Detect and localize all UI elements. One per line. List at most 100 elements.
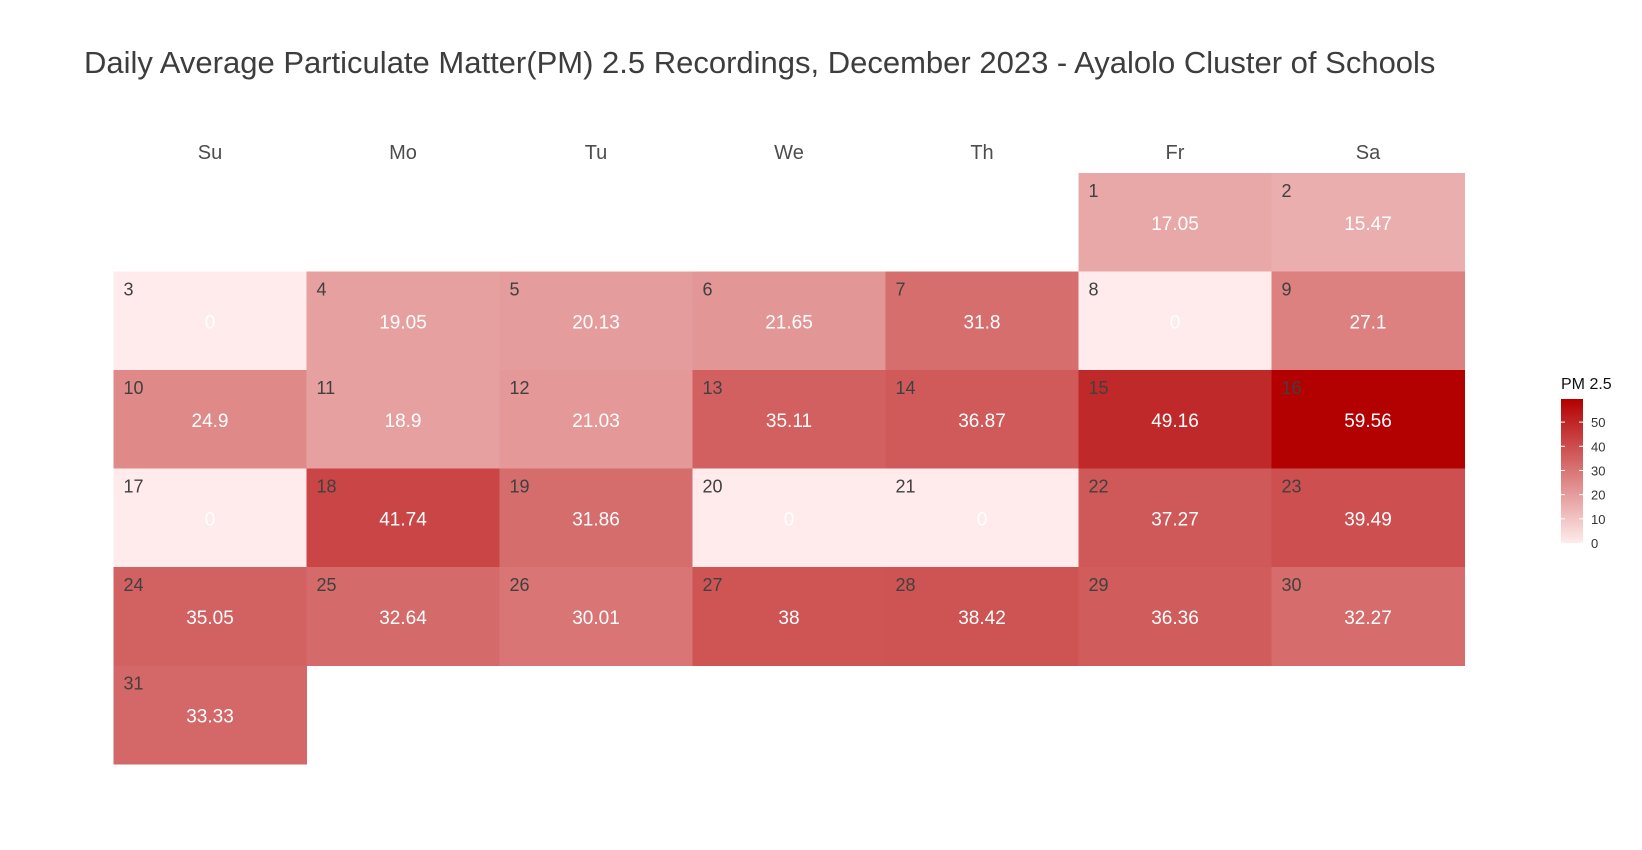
value-label: 36.36 bbox=[1151, 608, 1199, 629]
day-cell-6: 621.65 bbox=[692, 271, 886, 371]
day-cell-rect bbox=[113, 665, 307, 765]
day-number-label: 9 bbox=[1282, 280, 1292, 300]
day-number-label: 6 bbox=[703, 280, 713, 300]
legend-color-bar bbox=[1561, 399, 1583, 543]
chart-title: Daily Average Particulate Matter(PM) 2.5… bbox=[84, 45, 1435, 80]
legend-ticks: 0 10 20 30 40 50 bbox=[1561, 415, 1605, 551]
day-cell-20: 20 0 bbox=[692, 468, 886, 568]
day-cell-rect bbox=[499, 468, 693, 568]
day-cell-rect bbox=[885, 370, 1079, 469]
day-cell-rect bbox=[306, 370, 500, 469]
value-label: 33.33 bbox=[186, 707, 234, 728]
weekday-label-sa: Sa bbox=[1356, 142, 1381, 164]
day-cell-15: 15 49.16 bbox=[1078, 370, 1272, 469]
day-number-label: 23 bbox=[1282, 477, 1302, 497]
day-cell-23: 23 39.49 bbox=[1271, 468, 1465, 568]
day-cell-31: 31 33.33 bbox=[113, 665, 307, 765]
value-label: 59.56 bbox=[1344, 411, 1392, 432]
weekday-label-mo: Mo bbox=[389, 142, 417, 164]
day-cell-rect bbox=[113, 468, 307, 568]
value-label: 21.03 bbox=[572, 411, 620, 432]
value-label: 38.42 bbox=[958, 608, 1006, 629]
day-cell-rect bbox=[1078, 173, 1272, 272]
day-cell-rect bbox=[113, 271, 307, 371]
day-cell-5: 520.13 bbox=[499, 271, 693, 371]
day-number-label: 18 bbox=[317, 477, 337, 497]
day-cell-rect bbox=[1271, 468, 1465, 568]
day-cell-30: 30 32.27 bbox=[1271, 567, 1465, 666]
day-number-label: 25 bbox=[317, 575, 337, 595]
day-cell-4: 419.05 bbox=[306, 271, 500, 371]
legend-tick-label: 30 bbox=[1591, 463, 1605, 478]
weekday-label-th: Th bbox=[970, 142, 993, 164]
day-cell-rect bbox=[692, 468, 886, 568]
day-number-label: 24 bbox=[124, 575, 144, 595]
day-cell-14: 14 36.87 bbox=[885, 370, 1079, 469]
value-label: 0 bbox=[977, 510, 988, 531]
legend-title: PM 2.5 bbox=[1561, 376, 1612, 393]
value-label: 38 bbox=[778, 608, 799, 629]
day-cell-1: 117.05 bbox=[1078, 173, 1272, 272]
legend-tick-label: 20 bbox=[1591, 488, 1605, 503]
day-number-label: 4 bbox=[317, 280, 327, 300]
day-cell-22: 22 37.27 bbox=[1078, 468, 1272, 568]
day-cell-25: 25 32.64 bbox=[306, 567, 500, 666]
day-cell-rect bbox=[885, 567, 1079, 666]
value-label: 31.86 bbox=[572, 510, 620, 531]
day-number-label: 26 bbox=[510, 575, 530, 595]
day-cell-2: 215.47 bbox=[1271, 173, 1465, 272]
weekday-label-tu: Tu bbox=[585, 142, 608, 164]
value-label: 27.1 bbox=[1350, 313, 1387, 334]
day-cell-17: 17 0 bbox=[113, 468, 307, 568]
day-cell-9: 927.1 bbox=[1271, 271, 1465, 371]
day-number-label: 5 bbox=[510, 280, 520, 300]
day-number-label: 30 bbox=[1282, 575, 1302, 595]
day-cell-26: 26 30.01 bbox=[499, 567, 693, 666]
value-label: 35.05 bbox=[186, 608, 234, 629]
day-cell-rect bbox=[499, 370, 693, 469]
day-cell-29: 29 36.36 bbox=[1078, 567, 1272, 666]
weekday-label-su: Su bbox=[198, 142, 222, 164]
day-number-label: 15 bbox=[1089, 378, 1109, 398]
day-cell-rect bbox=[499, 567, 693, 666]
day-cell-10: 10 24.9 bbox=[113, 370, 307, 469]
value-label: 0 bbox=[205, 313, 216, 334]
day-cell-rect bbox=[1271, 567, 1465, 666]
value-label: 49.16 bbox=[1151, 411, 1199, 432]
weekday-label-we: We bbox=[774, 142, 804, 164]
day-number-label: 1 bbox=[1089, 181, 1099, 201]
day-cell-rect bbox=[692, 370, 886, 469]
day-cell-rect bbox=[1271, 271, 1465, 371]
value-label: 31.8 bbox=[964, 313, 1001, 334]
day-number-label: 8 bbox=[1089, 280, 1099, 300]
day-cell-11: 11 18.9 bbox=[306, 370, 500, 469]
day-number-label: 17 bbox=[124, 477, 144, 497]
day-number-label: 14 bbox=[896, 378, 916, 398]
value-label: 24.9 bbox=[192, 411, 229, 432]
value-label: 30.01 bbox=[572, 608, 620, 629]
day-cell-rect bbox=[885, 468, 1079, 568]
value-label: 19.05 bbox=[379, 313, 427, 334]
value-label: 0 bbox=[784, 510, 795, 531]
legend-tick-label: 0 bbox=[1591, 536, 1598, 551]
day-number-label: 22 bbox=[1089, 477, 1109, 497]
day-cell-rect bbox=[113, 567, 307, 666]
day-number-label: 10 bbox=[124, 378, 144, 398]
day-cell-21: 21 0 bbox=[885, 468, 1079, 568]
day-cell-27: 27 38 bbox=[692, 567, 886, 666]
day-cell-rect bbox=[1078, 468, 1272, 568]
day-cell-8: 80 bbox=[1078, 271, 1272, 371]
day-cell-24: 24 35.05 bbox=[113, 567, 307, 666]
weekday-labels: Su Mo Tu We Th Fr Sa bbox=[198, 142, 1381, 164]
day-cell-rect bbox=[1271, 173, 1465, 272]
day-cell-rect bbox=[692, 271, 886, 371]
day-number-label: 28 bbox=[896, 575, 916, 595]
calendar-grid: 117.05215.4730419.05520.13621.65731.8809… bbox=[113, 173, 1465, 765]
value-label: 39.49 bbox=[1344, 510, 1392, 531]
day-number-label: 11 bbox=[317, 378, 336, 398]
legend-tick-label: 50 bbox=[1591, 415, 1605, 430]
day-number-label: 7 bbox=[896, 280, 906, 300]
value-label: 0 bbox=[1170, 313, 1181, 334]
day-number-label: 16 bbox=[1282, 378, 1302, 398]
